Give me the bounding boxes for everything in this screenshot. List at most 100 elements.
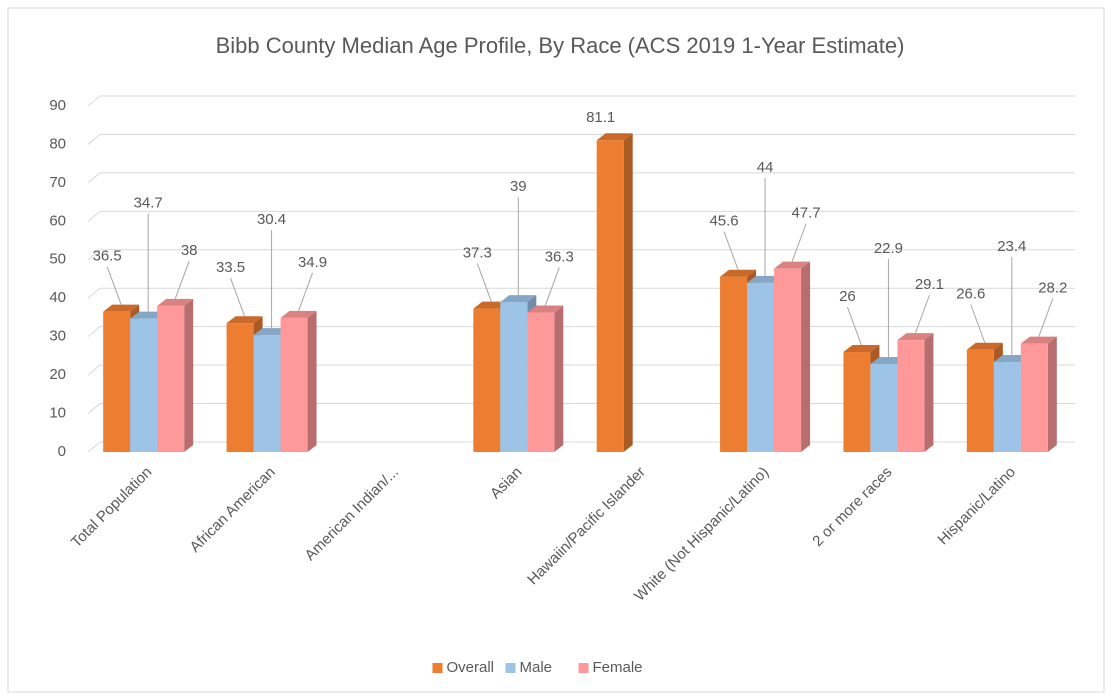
leader-line: [230, 278, 246, 317]
leader-line: [914, 294, 930, 334]
y-tick-label: 40: [49, 289, 66, 306]
bar-face: [280, 310, 317, 318]
bar-face: [801, 261, 811, 452]
legend-label: Male: [520, 659, 553, 676]
y-tick-label: 0: [58, 443, 66, 460]
y-tick-label: 60: [49, 212, 66, 229]
data-label: 30.4: [257, 211, 286, 228]
leader-line: [174, 260, 190, 300]
grid-line: [87, 95, 1075, 107]
leader-line: [544, 267, 560, 306]
data-label: 33.5: [216, 259, 245, 276]
data-label: 34.9: [298, 254, 327, 271]
bar-face: [527, 312, 555, 452]
bar: [774, 261, 811, 452]
y-tick-label: 10: [49, 405, 66, 422]
bar-face: [473, 308, 501, 452]
bar-face: [774, 261, 811, 269]
y-tick-label: 50: [49, 251, 66, 268]
bar-face: [966, 342, 1003, 350]
data-label: 26: [839, 288, 856, 305]
bar-face: [924, 333, 934, 452]
grid-line: [87, 249, 1075, 261]
bar-face: [897, 340, 925, 452]
bar-face: [966, 349, 994, 452]
leader-line: [723, 231, 739, 270]
leader-line: [106, 266, 122, 305]
bar-face: [157, 298, 194, 306]
legend-swatch: [432, 663, 443, 673]
y-tick-label: 80: [49, 135, 66, 152]
bar: [157, 298, 194, 452]
bar-face: [226, 323, 254, 452]
chart-title: Bibb County Median Age Profile, By Race …: [216, 33, 905, 58]
data-label: 28.2: [1038, 280, 1067, 297]
bar-face: [1020, 343, 1048, 452]
bar: [897, 333, 934, 452]
bar-face: [307, 310, 317, 452]
bar-face: [720, 269, 757, 277]
data-label: 45.6: [709, 213, 738, 230]
bar-face: [774, 268, 802, 452]
leader-line: [970, 304, 986, 343]
legend-label: Overall: [447, 659, 495, 676]
bar-face: [226, 316, 263, 324]
data-label: 39: [510, 178, 527, 195]
data-label: 44: [757, 159, 774, 176]
leader-line: [791, 223, 807, 262]
bar-face: [897, 333, 934, 341]
data-label: 36.3: [545, 248, 574, 265]
bar: [1020, 336, 1057, 452]
bar-face: [1020, 336, 1057, 344]
legend-swatch: [505, 663, 516, 673]
data-label: 34.7: [134, 195, 163, 212]
y-tick-label: 90: [49, 97, 66, 114]
data-label: 37.3: [463, 245, 492, 262]
data-label: 23.4: [997, 238, 1026, 255]
bar-face: [280, 317, 308, 452]
bar-face: [554, 305, 564, 452]
data-label: 38: [181, 242, 198, 259]
data-label: 29.1: [915, 276, 944, 293]
legend-label: Female: [593, 659, 643, 676]
bar-face: [103, 304, 140, 312]
bar-face: [500, 302, 528, 452]
y-tick-label: 30: [49, 328, 66, 345]
bar-face: [103, 311, 131, 452]
bar-face: [623, 133, 633, 452]
leader-line: [846, 306, 862, 346]
bar-face: [130, 318, 158, 452]
data-label: 47.7: [791, 205, 820, 222]
bar-face: [870, 363, 898, 452]
bar: [527, 305, 564, 452]
data-label: 22.9: [874, 240, 903, 257]
data-label: 81.1: [586, 109, 615, 126]
grid-line: [87, 172, 1075, 184]
data-label: 36.5: [93, 248, 122, 265]
data-label: 26.6: [956, 286, 985, 303]
leader-line: [298, 272, 314, 312]
bar-face: [596, 133, 633, 141]
bar-face: [747, 282, 775, 452]
bar: [280, 310, 317, 452]
bar-face: [500, 295, 537, 303]
bar-face: [253, 335, 281, 452]
bar-face: [596, 140, 624, 452]
bar-face: [527, 305, 564, 313]
bar-face: [1047, 336, 1057, 452]
bar-face: [720, 276, 748, 452]
leader-line: [1038, 298, 1054, 337]
grid-line: [87, 210, 1075, 222]
bar-face: [184, 298, 194, 452]
grid-line: [87, 133, 1075, 145]
bar-face: [843, 345, 880, 353]
legend-swatch: [578, 663, 589, 673]
bar-face: [157, 305, 185, 452]
leader-line: [476, 263, 492, 302]
bar: [596, 133, 633, 452]
bar-face: [993, 362, 1021, 452]
bar-face: [843, 352, 871, 452]
y-tick-label: 20: [49, 366, 66, 383]
y-tick-label: 70: [49, 174, 66, 191]
